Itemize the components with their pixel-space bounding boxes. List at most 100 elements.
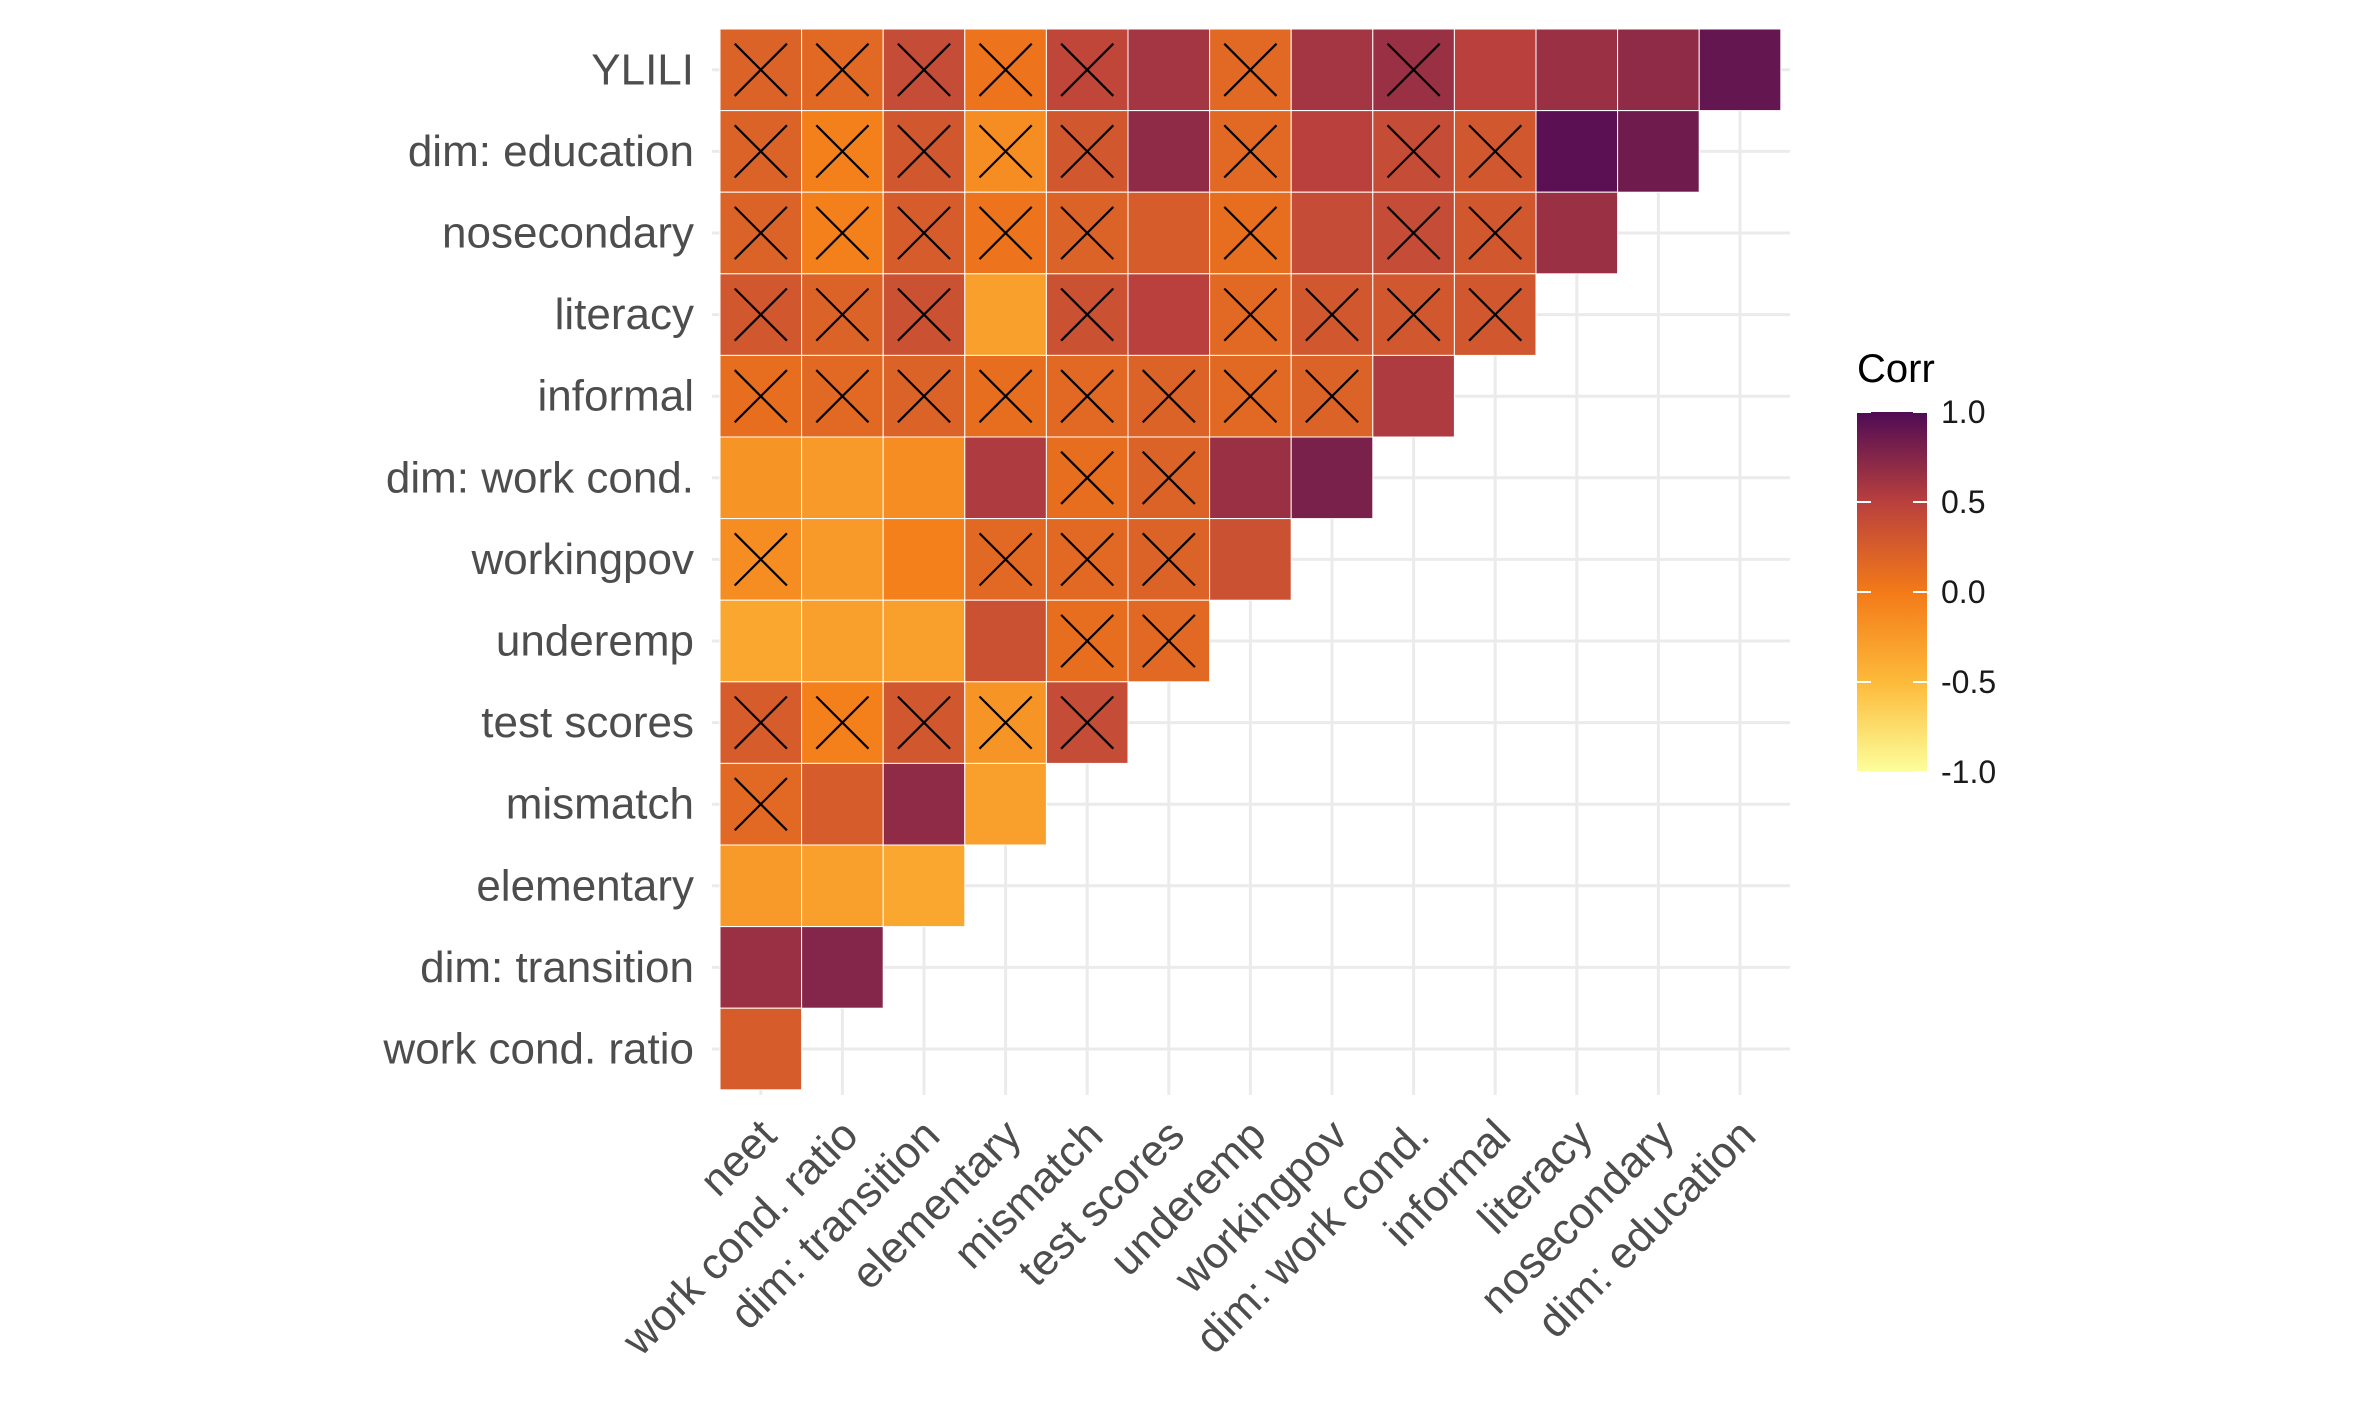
cross-mark [733,369,788,424]
tile-dim-work-cond-work-cond-ratio [801,436,884,520]
cross-mark [978,124,1033,179]
cross-mark [1386,287,1441,342]
cross-mark [815,206,870,260]
cross-mark [1468,287,1523,342]
y-tick-label: dim: work cond. [386,453,694,502]
tile-dim-education-workingpov [1290,110,1374,193]
y-tick-label: YLILI [591,45,694,94]
y-tick-label: work cond. ratio [382,1025,694,1074]
tile-elementary-work-cond-ratio [801,844,884,928]
cross-mark [978,369,1033,424]
tile-dim-education-dim-transition [882,110,966,193]
cross-mark [1223,287,1278,342]
cross-mark [815,42,870,97]
tile-workingpov-work-cond-ratio [801,518,884,601]
cross-mark [897,695,951,750]
tile-mismatch-work-cond-ratio [801,762,884,846]
cross-mark [1223,369,1278,424]
cross-mark [733,695,788,750]
y-tick-label: literacy [555,290,694,339]
tile-ylili-nosecondary [1617,28,1700,112]
tile-underemp-elementary [964,599,1047,683]
cross-mark [978,532,1033,587]
tile-underemp-work-cond-ratio [801,599,884,683]
legend-tick-label: 1.0 [1941,394,1985,430]
tile-dim-work-cond-workingpov [1290,436,1374,520]
insignificance-crosses [733,42,1523,832]
legend-ticks: 1.0 0.5 0.0 -0.5 -1.0 [1857,394,1996,790]
tile-ylili-informal [1453,28,1537,112]
cross-mark [1141,614,1196,668]
cross-mark [1305,369,1359,424]
tile-dim-work-cond-neet [719,436,803,520]
tile-dim-work-cond-elementary [964,436,1047,520]
tile-dim-work-cond-dim-transition [882,436,966,520]
cross-mark [978,42,1033,97]
tile-dim-education-test-scores [1127,110,1211,193]
tile-nosecondary-test-scores [1127,191,1211,275]
cross-mark [1141,532,1196,587]
cross-mark [897,42,951,97]
cross-mark [733,287,788,342]
legend-tick-label: 0.0 [1941,574,1985,610]
tile-elementary-neet [719,844,803,928]
heatmap-tiles [719,28,1782,1091]
cross-mark [1386,206,1441,260]
tile-dim-transition-neet [719,926,803,1009]
cross-mark [1305,287,1359,342]
tile-ylili-literacy [1535,28,1619,112]
cross-mark [1060,614,1115,668]
cross-mark [1223,42,1278,97]
cross-mark [1060,695,1115,750]
legend-tick-label: -0.5 [1941,664,1996,700]
cross-mark [1141,369,1196,424]
tile-ylili-workingpov [1290,28,1374,112]
cross-mark [733,532,788,587]
legend: Corr 1.0 0.5 0.0 -0.5 -1.0 [1857,347,1996,790]
y-tick-label: dim: education [408,127,694,176]
tile-literacy-test-scores [1127,273,1211,356]
cross-mark [815,287,870,342]
cross-mark [897,124,951,179]
cross-mark [978,206,1033,260]
y-tick-label: elementary [476,861,694,910]
y-axis-tick-labels: YLILI dim: education nosecondary literacy in… [382,45,694,1073]
cross-mark [1060,206,1115,260]
tile-ylili-work-cond-ratio [801,28,884,112]
y-tick-label: workingpov [470,535,694,584]
tile-workingpov-dim-transition [882,518,966,601]
cross-mark [733,206,788,260]
tile-dim-work-cond-underemp [1209,436,1292,520]
tile-workingpov-underemp [1209,518,1292,601]
tile-dim-education-nosecondary [1617,110,1700,193]
cross-mark [1223,206,1278,260]
cross-mark [1060,287,1115,342]
tile-underemp-neet [719,599,803,683]
cross-mark [1060,532,1115,587]
tile-underemp-dim-transition [882,599,966,683]
y-tick-label: informal [538,372,695,421]
tile-work-cond-ratio-neet [719,1007,803,1091]
tile-nosecondary-workingpov [1290,191,1374,275]
cross-mark [1468,206,1523,260]
cross-mark [815,369,870,424]
cross-mark [1141,450,1196,505]
tile-nosecondary-literacy [1535,191,1619,275]
tile-literacy-elementary [964,273,1047,356]
y-tick-label: underemp [496,617,694,666]
tile-informal-dim-work-cond [1372,354,1455,438]
cross-mark [815,124,870,179]
cross-mark [1386,42,1441,97]
legend-tick-label: 0.5 [1941,484,1985,520]
cross-mark [1468,124,1523,179]
cross-mark [1060,42,1115,97]
legend-title: Corr [1857,347,1935,391]
tile-dim-education-literacy [1535,110,1619,193]
tile-ylili-dim-education [1698,28,1782,112]
tile-mismatch-elementary [964,762,1047,846]
cross-mark [897,369,951,424]
y-tick-label: dim: transition [420,943,694,992]
cross-mark [897,206,951,260]
y-tick-label: nosecondary [442,209,694,258]
